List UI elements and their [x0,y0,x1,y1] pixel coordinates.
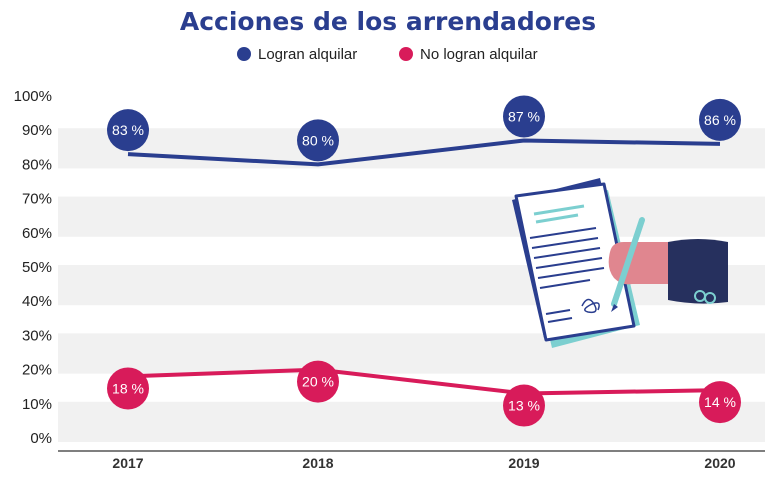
y-tick-label: 30% [22,327,52,344]
data-label: 14 % [704,394,736,410]
y-tick-label: 50% [22,259,52,276]
legend-marker-no-logran [399,47,413,61]
grid-band [58,333,765,374]
y-tick-label: 90% [22,122,52,139]
y-tick-label: 0% [30,430,52,447]
series-line-1 [127,367,721,396]
x-tick-label: 2018 [302,455,333,471]
series-lines [127,138,721,396]
y-tick-label: 10% [22,396,52,413]
data-point-marker [107,367,149,410]
series-line-0 [127,138,721,167]
grid-band [58,128,765,169]
y-tick-label: 100% [14,88,52,105]
chart-title: Acciones de los arrendadores [180,7,596,36]
grid-bands [58,128,765,442]
data-point-marker [503,95,545,138]
x-tick-label: 2019 [508,455,539,471]
data-label: 86 % [704,112,736,128]
data-point-marker [699,381,741,424]
data-label: 20 % [302,374,334,390]
data-point-marker [107,109,149,152]
x-tick-label: 2020 [704,455,735,471]
data-label: 83 % [112,122,144,138]
data-label: 80 % [302,132,334,148]
x-tick-label: 2017 [112,455,143,471]
grid-band [58,196,765,237]
data-label: 87 % [508,108,540,124]
legend-label-no-logran: No logran alquilar [420,46,538,63]
data-points: 83 % 80 % 87 % 86 % 18 % 20 % 13 % 14 % [107,95,741,427]
data-label: 18 % [112,380,144,396]
y-tick-label: 60% [22,225,52,242]
x-axis-ticks: 2017 2018 2019 2020 [112,455,735,471]
legend: Logran alquilar No logran alquilar [237,46,538,63]
y-tick-label: 70% [22,191,52,208]
data-point-marker [699,98,741,141]
data-point-marker [297,360,339,403]
contract-signing-icon [512,178,728,348]
data-point-marker [297,119,339,162]
y-tick-label: 40% [22,293,52,310]
data-label: 13 % [508,398,540,414]
y-tick-label: 80% [22,156,52,173]
y-axis-ticks: 0% 10% 20% 30% 40% 50% 60% 70% 80% 90% 100% [14,88,52,447]
data-point-marker [503,384,545,427]
y-tick-label: 20% [22,362,52,379]
grid-band [58,401,765,442]
legend-marker-logran [237,47,251,61]
legend-label-logran: Logran alquilar [258,46,357,63]
